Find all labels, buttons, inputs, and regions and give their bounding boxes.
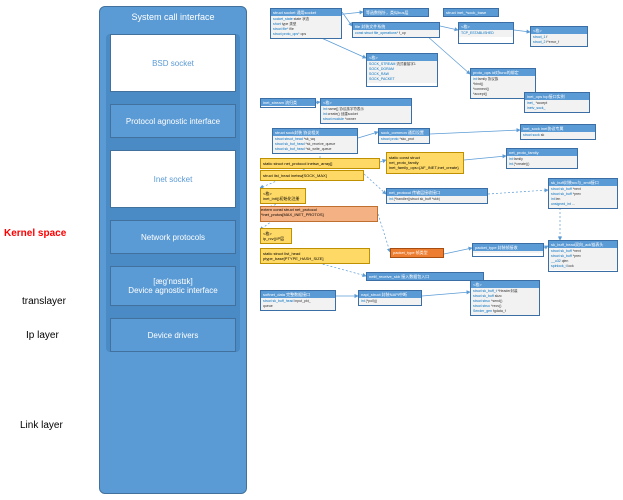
diagram-box-b5: <枚>TCP_ESTABLISHED bbox=[458, 22, 514, 44]
diagram-box-b18: struct list_head inetsw[SOCK_MAX] bbox=[260, 170, 364, 181]
diagram-box-b17: net_proto_familyint familyint (*create)(… bbox=[506, 148, 578, 169]
label-translayer: translayer bbox=[22, 296, 66, 307]
diagram-box-b2: 等函数指针，类似bus层 bbox=[363, 8, 429, 17]
diagram-box-b9: inet_stream 流归类 bbox=[260, 98, 316, 108]
diagram-box-b27: sk_buff_head双向_ack链表头struct sk_buff *nex… bbox=[548, 240, 618, 272]
diagram-box-b14: inet_sock inet协议专属struct sock sk bbox=[520, 124, 596, 140]
stack-inner: BSD socket Protocol agnostic interface Ine… bbox=[106, 34, 240, 352]
diagram-box-b29: softnet_data 完整数据接口struct sk_buff_head i… bbox=[260, 290, 336, 311]
diagram-box-b3: struct inet_*sock_base bbox=[443, 8, 499, 17]
diagram-box-b23: <枚> ip_rcv()IP层 bbox=[260, 228, 292, 244]
diagram-box-b7: <枚>SOCK_STREAM 流式套接字1SOCK_DGRAM SOCK_RAW… bbox=[366, 53, 438, 87]
diagram-box-b15: static struct net_protocol inetsw_array[… bbox=[260, 158, 380, 169]
stack-block-0: BSD socket bbox=[110, 34, 236, 92]
diagram-box-b22: extern const struct net_protocol *inet_p… bbox=[260, 206, 378, 222]
diagram-box-b26: packet_type 封装帧接收 bbox=[472, 243, 544, 257]
label-linklayer: Link layer bbox=[20, 420, 63, 431]
diagram-box-b10: <枚>int name[] 协议族字符表示int create() 创建sock… bbox=[320, 98, 412, 124]
diagram-box-b19: sk_buff封装rcv与_xmit接口struct sk_buff *next… bbox=[548, 178, 618, 209]
diagram-box-b13: sock_common 通用设置struct proto *skc_prot bbox=[378, 128, 430, 144]
diagram-box-b4: file 封装文件系统const struct file_operations*… bbox=[352, 22, 440, 38]
diagram-box-b6: <枚>struct_1 fstruct_2 f*error_f bbox=[530, 26, 588, 47]
diagram-box-b30: napi_struct 封装NAPI中断int (*poll)() bbox=[358, 290, 422, 306]
diagram-box-b16: static const struct net_proto_family ine… bbox=[386, 152, 464, 174]
stack-header: System call interface bbox=[100, 7, 246, 30]
stack-column: System call interface BSD socket Protocol… bbox=[99, 6, 247, 494]
label-kernel: Kernel space bbox=[4, 228, 66, 239]
diagram-box-b20: <枚> inet_init()初始化注册 bbox=[260, 188, 306, 204]
stack-block-3: Network protocols bbox=[110, 220, 236, 254]
stack-block-1: Protocol agnostic interface bbox=[110, 104, 236, 138]
stack-block-4: [æg'nɒstɪk] Device agnostic interface bbox=[110, 266, 236, 306]
diagram-box-b28: netif_receive_skb 接入数据包入口 bbox=[366, 272, 484, 281]
label-iplayer: Ip layer bbox=[26, 330, 59, 341]
diagram-box-b25: packet_type 帧类型 bbox=[390, 248, 444, 258]
diagram-area: struct socket 通用socketsocket_state state… bbox=[260, 8, 620, 496]
diagram-box-b1: struct socket 通用socketsocket_state state… bbox=[270, 8, 342, 39]
diagram-box-b12: struct sock封装 协议相关struct struct_head *sk… bbox=[272, 128, 358, 154]
diagram-box-b24: static struct list_head ptype_base[PTYPE… bbox=[260, 248, 370, 264]
diagram-box-b21: net_protocol 传输层接收接口int (*handler)(struc… bbox=[386, 188, 488, 204]
diagram-box-b31: <枚>struct sk_buff_t *Header封装struct sk_b… bbox=[470, 280, 540, 316]
stack-block-5: Device drivers bbox=[110, 318, 236, 352]
stack-block-2: Inet socket bbox=[110, 150, 236, 208]
diagram-box-b11: inet_ops tcp接口实例inet_ *acceptinetv_sock_ bbox=[524, 92, 590, 113]
